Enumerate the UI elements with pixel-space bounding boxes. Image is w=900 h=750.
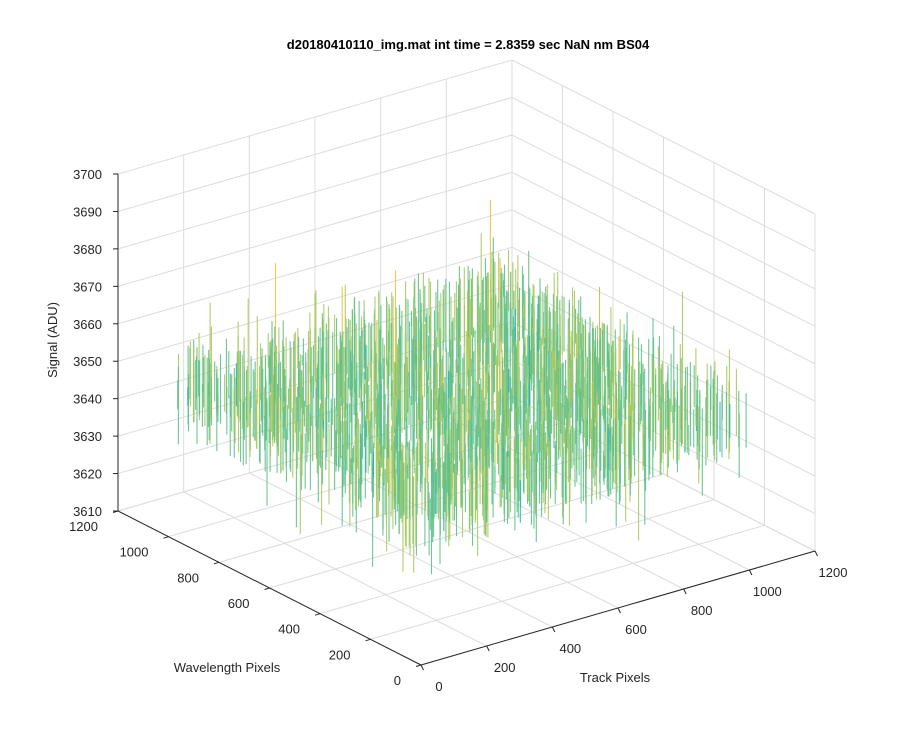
z-tick-label: 3690	[73, 204, 102, 219]
x-axis-label: Track Pixels	[580, 670, 651, 685]
z-tick-label: 3640	[73, 392, 102, 407]
x-tick	[420, 664, 424, 671]
x-tick	[617, 607, 621, 614]
axis-lines	[112, 173, 818, 671]
grid-z-wall	[117, 209, 513, 325]
x-tick-label: 600	[625, 622, 647, 637]
y-tick	[213, 561, 220, 565]
y-tick	[163, 536, 169, 539]
x-tick	[683, 588, 687, 595]
tick-labels: 0 200 400 600 800 1000 1200 0 200 400 600 800 1000 12…	[69, 167, 847, 694]
grid-y-floor	[319, 499, 715, 615]
x-tick	[486, 645, 490, 652]
z-tick-label: 3700	[73, 167, 102, 182]
x-tick-label: 400	[559, 641, 581, 656]
z-tick-label: 3680	[73, 242, 102, 257]
grid-z-wall	[117, 171, 513, 287]
grid-z-wall	[511, 96, 816, 252]
x-tick-label: 1000	[753, 584, 782, 599]
y-tick	[365, 638, 371, 642]
y-tick-label: 0	[394, 673, 401, 688]
y-axis-label: Wavelength Pixels	[174, 660, 281, 675]
z-tick-label: 3630	[73, 429, 102, 444]
back-panes	[118, 60, 815, 551]
y-tick-label: 600	[228, 596, 250, 611]
y-tick-label: 800	[177, 570, 199, 585]
grid-z-wall	[511, 209, 816, 365]
x-tick	[551, 626, 556, 633]
z-tick-label: 3610	[73, 504, 102, 519]
grid-z-wall	[511, 134, 816, 290]
x-tick-label: 200	[494, 660, 516, 675]
y-tick-label: 1000	[120, 545, 149, 560]
y-tick	[264, 587, 270, 590]
x-tick-label: 800	[691, 603, 713, 618]
x-tick-label: 1200	[819, 565, 848, 580]
x-tick	[748, 569, 753, 576]
z-tick-label: 3660	[73, 317, 102, 332]
y-tick-label: 400	[278, 622, 300, 637]
grid-z-wall	[117, 59, 513, 175]
z-tick-label: 3650	[73, 354, 102, 369]
z-axis-label: Signal (ADU)	[45, 302, 60, 378]
y-tick	[415, 664, 422, 667]
y-tick	[314, 613, 321, 616]
grid-z-wall	[511, 59, 816, 215]
z-tick-label: 3670	[73, 279, 102, 294]
y-tick-label: 1200	[69, 519, 98, 534]
z-tick-label: 3620	[73, 467, 102, 482]
grid-z-wall	[511, 246, 816, 402]
x-tick-label: 0	[435, 679, 442, 694]
x-tick	[814, 550, 818, 557]
grid-y-floor	[370, 524, 765, 640]
y-tick-label: 200	[329, 647, 351, 662]
surface-strokes	[177, 199, 747, 575]
grid-z-wall	[117, 96, 513, 212]
chart-title: d20180410110_img.mat int time = 2.8359 s…	[287, 37, 650, 52]
grid-z-wall	[117, 134, 513, 250]
grid-y-floor	[269, 473, 664, 589]
grid-z-wall	[511, 171, 816, 327]
